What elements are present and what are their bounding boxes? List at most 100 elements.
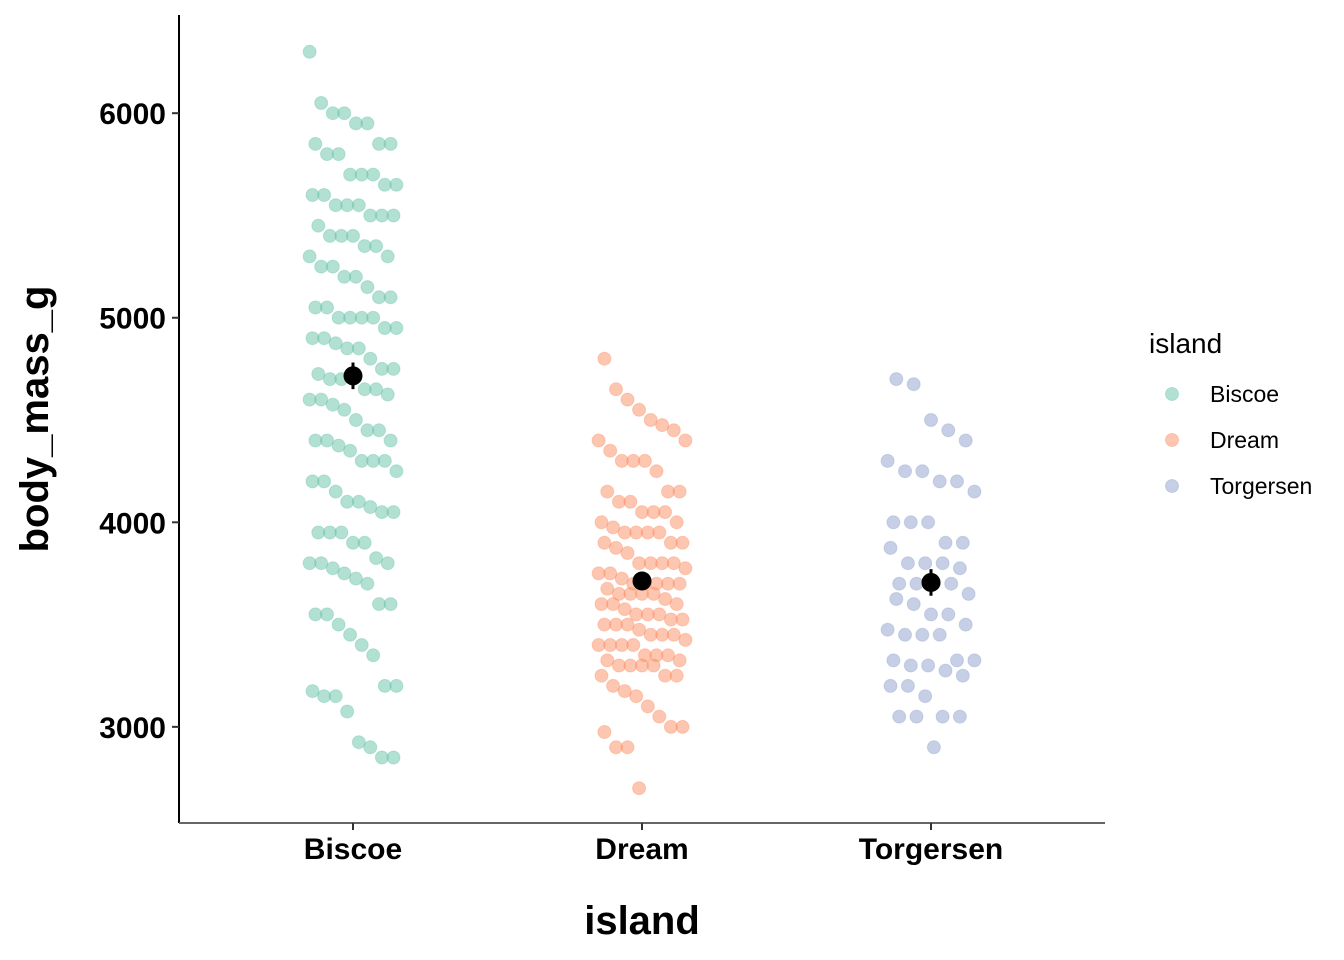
data-point [331, 147, 346, 162]
data-point [652, 525, 667, 540]
data-point [935, 709, 950, 724]
data-point [360, 576, 375, 591]
data-point [652, 607, 667, 622]
data-point [389, 177, 404, 192]
data-point [661, 648, 675, 663]
data-point [635, 658, 649, 673]
data-point [614, 571, 629, 586]
data-point [958, 433, 973, 448]
data-point [635, 505, 649, 520]
data-point [377, 321, 392, 335]
data-point [898, 464, 912, 479]
data-point [311, 525, 326, 540]
data-point [952, 561, 967, 576]
data-point [380, 556, 395, 571]
data-point [672, 576, 687, 591]
data-point [337, 269, 352, 284]
data-point [655, 627, 670, 642]
data-point [941, 423, 956, 438]
data-point [932, 474, 947, 489]
data-point [372, 290, 386, 305]
data-point [661, 484, 675, 499]
data-point [363, 500, 378, 514]
data-point [906, 377, 921, 392]
data-point [325, 561, 340, 576]
data-point [360, 116, 375, 131]
data-point [374, 361, 389, 376]
data-point [632, 622, 647, 637]
y-axis-title: body_mass_g [13, 286, 57, 553]
data-point [924, 607, 938, 622]
data-point [909, 576, 924, 591]
y-tick-label: 3000 [99, 712, 166, 745]
data-point [314, 556, 329, 571]
data-point [626, 638, 641, 652]
data-point [302, 44, 317, 59]
data-point [363, 351, 378, 366]
legend-label: Biscoe [1210, 381, 1279, 407]
data-point [337, 566, 352, 581]
data-point [655, 556, 670, 571]
data-point [932, 627, 947, 642]
data-point [620, 617, 635, 632]
data-point [603, 638, 618, 652]
data-point [380, 249, 395, 264]
data-point [620, 392, 635, 407]
data-point [372, 136, 386, 151]
data-point [955, 535, 970, 550]
data-point [950, 474, 964, 489]
data-point [337, 106, 352, 121]
data-point [915, 464, 930, 479]
data-point [938, 535, 953, 550]
legend-key [1165, 479, 1179, 493]
data-point [967, 484, 982, 499]
data-point [652, 709, 667, 724]
data-point [334, 525, 349, 540]
data-point [366, 310, 381, 325]
data-point [383, 433, 398, 448]
data-point [606, 597, 621, 612]
data-point [669, 597, 684, 612]
data-point [351, 198, 366, 213]
data-point [597, 535, 612, 550]
data-point [317, 474, 332, 489]
data-point [328, 689, 343, 704]
data-point [880, 622, 895, 637]
data-point [591, 433, 606, 448]
data-point [377, 177, 392, 192]
data-point [360, 280, 375, 295]
data-point [340, 704, 355, 719]
data-point [915, 627, 930, 642]
legend-key [1165, 387, 1179, 401]
data-point [354, 638, 369, 652]
data-point [308, 136, 323, 151]
data-point [606, 520, 621, 535]
data-point [383, 136, 398, 151]
data-point [302, 249, 317, 264]
data-point [386, 361, 401, 376]
data-point [663, 719, 678, 734]
y-tick-label: 4000 [99, 507, 166, 540]
data-point [958, 617, 973, 632]
data-point [938, 663, 953, 678]
data-point [643, 413, 658, 427]
data-point [892, 709, 907, 724]
data-point [302, 392, 317, 407]
data-point [629, 607, 644, 622]
mean-point [343, 366, 363, 386]
data-point [305, 331, 320, 346]
data-point [609, 540, 623, 555]
data-point [623, 658, 638, 673]
data-point [331, 617, 346, 632]
data-point [617, 602, 632, 617]
data-point [675, 719, 690, 734]
data-point [372, 597, 386, 612]
data-point [386, 208, 401, 223]
data-point [383, 290, 398, 305]
data-point [883, 678, 898, 693]
data-point [918, 556, 933, 571]
points-layer [302, 44, 982, 796]
data-point [898, 627, 912, 642]
data-point [325, 397, 340, 412]
data-point [340, 341, 355, 356]
